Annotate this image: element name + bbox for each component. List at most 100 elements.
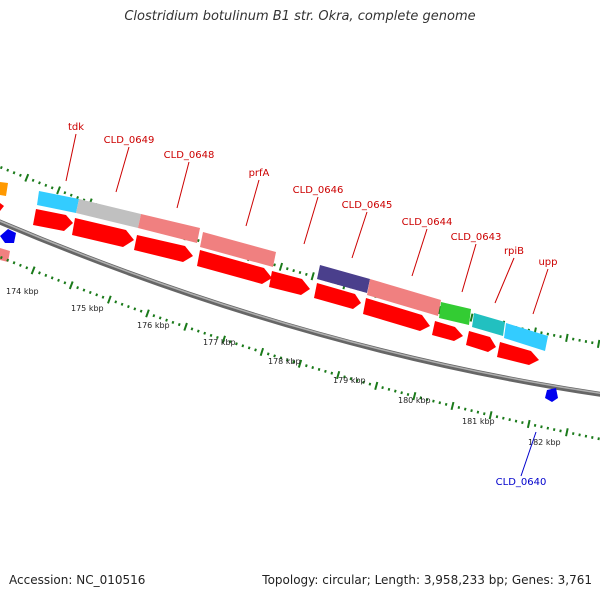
tick-mark: [68, 281, 74, 290]
tick-mark: [127, 305, 130, 309]
cds-arrow: [497, 342, 539, 365]
ruler-label: 182 kbp: [528, 438, 561, 447]
tick-mark: [247, 346, 251, 350]
tick-mark: [469, 313, 474, 322]
tick-mark: [24, 173, 30, 182]
genes-label: Genes:: [511, 573, 554, 587]
tick-mark: [495, 415, 499, 419]
cds-arrow: [0, 203, 4, 211]
tick-mark: [343, 375, 346, 379]
footer-accession: Accession: NC_010516: [9, 573, 145, 587]
tick-mark: [502, 416, 505, 420]
tick-mark: [114, 300, 118, 304]
tick-mark: [368, 382, 372, 386]
tick-mark: [305, 364, 308, 368]
tick-mark: [209, 333, 213, 337]
genes-value: 3,761: [557, 573, 592, 587]
feature-track: [0, 182, 548, 351]
tick-mark: [521, 421, 524, 425]
ruler-labels: 174 kbp 175 kbp 176 kbp 177 kbp 178 kbp 179 k…: [6, 287, 561, 447]
gene-leader-line: [494, 257, 515, 304]
cds-arrow: [269, 271, 310, 295]
feature-box-rpib: [504, 323, 548, 351]
tick-mark: [552, 428, 556, 432]
tick-mark: [476, 410, 480, 414]
selected-gene-leader-line: [520, 431, 537, 477]
tick-mark: [139, 309, 143, 313]
ruler-label: 174 kbp: [6, 287, 39, 296]
cds-arrow: [363, 298, 430, 331]
gene-leader-line: [65, 133, 77, 182]
tick-mark: [57, 278, 60, 282]
tick-mark: [50, 276, 54, 280]
gene-label: tdk: [68, 122, 84, 133]
tick-mark: [235, 342, 238, 346]
cds-arrow: [72, 218, 134, 247]
tick-mark: [450, 401, 455, 411]
tick-mark: [298, 270, 302, 275]
tick-mark: [38, 181, 41, 185]
tick-mark: [25, 266, 29, 270]
cds-arrow: [134, 235, 193, 262]
tick-mark: [50, 186, 54, 190]
tick-mark: [463, 407, 467, 411]
gene-labels: tdk CLD_0649 CLD_0648 prfA CLD_0646 CLD_0645 C…: [65, 122, 558, 488]
map-title: Clostridium botulinum B1 str. Okra, comp…: [124, 9, 476, 24]
tick-mark: [508, 418, 511, 422]
reverse-strand-features: [0, 229, 558, 402]
tick-mark: [38, 271, 41, 275]
tick-mark: [355, 378, 359, 383]
tick-mark: [425, 397, 429, 401]
tick-mark: [63, 281, 67, 285]
tick-mark: [400, 391, 403, 395]
tick-mark: [6, 168, 10, 172]
tick-mark: [152, 314, 156, 318]
tick-mark: [177, 323, 181, 327]
tick-mark: [597, 437, 600, 441]
tick-mark: [292, 269, 295, 273]
feature-box-cld0645: [367, 279, 441, 316]
accession-value: NC_010516: [76, 573, 146, 587]
tick-mark: [6, 258, 10, 262]
tick-mark: [565, 333, 569, 342]
tick-mark: [432, 399, 435, 403]
tick-mark: [279, 356, 283, 360]
gene-label: prfA: [249, 168, 270, 179]
tick-mark: [76, 196, 79, 200]
tick-mark: [254, 348, 257, 352]
feature-box-tdk: [37, 191, 79, 213]
footer-stats: Topology: circular; Length: 3,958,233 bp…: [262, 573, 592, 587]
gene-label: CLD_0648: [164, 150, 215, 161]
tick-mark: [444, 402, 448, 406]
tick-mark: [381, 386, 384, 390]
tick-mark: [145, 309, 150, 318]
tick-mark: [196, 239, 200, 243]
cds-arrow: [33, 209, 73, 231]
tick-mark: [324, 369, 327, 373]
cds-track: [0, 203, 539, 365]
tick-mark: [552, 333, 556, 337]
tick-mark: [273, 263, 276, 267]
gene-label: rpiB: [504, 246, 524, 257]
tick-mark: [514, 419, 518, 423]
tick-mark: [591, 436, 594, 439]
feature-box-prfa: [200, 232, 276, 267]
tick-mark: [297, 359, 303, 368]
gene-label: CLD_0649: [104, 135, 155, 146]
tick-mark: [330, 371, 334, 375]
cds-arrow: [432, 321, 463, 341]
tick-mark: [228, 340, 232, 344]
tick-mark: [482, 412, 486, 416]
gene-leader-line: [245, 179, 260, 227]
gene-label: CLD_0644: [402, 217, 453, 228]
gene-label: upp: [538, 257, 557, 268]
tick-mark: [578, 433, 581, 437]
tick-mark: [158, 316, 162, 320]
tick-mark: [317, 367, 321, 371]
tick-mark: [0, 166, 3, 170]
tick-mark: [596, 339, 600, 348]
tick-mark: [30, 266, 36, 275]
tick-mark: [305, 272, 308, 276]
tick-mark: [183, 322, 188, 331]
tick-mark: [266, 352, 270, 356]
